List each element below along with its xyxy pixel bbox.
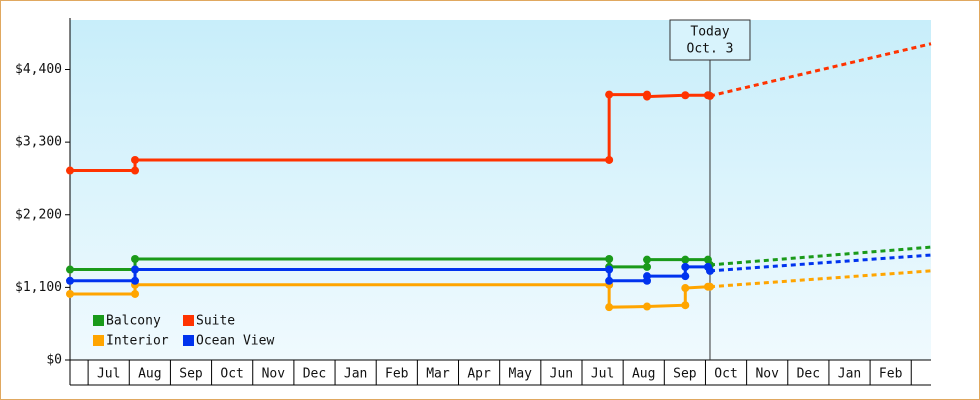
- point: [643, 262, 652, 271]
- point: [605, 265, 614, 274]
- legend-swatch: [183, 335, 194, 346]
- legend-swatch: [183, 315, 194, 326]
- x-tick-label: Jul: [591, 367, 614, 382]
- plot-area: [70, 20, 931, 360]
- point: [66, 289, 74, 298]
- x-tick-label: Sep: [179, 367, 203, 382]
- x-tick-label: Jan: [838, 367, 861, 382]
- today-box: [669, 19, 751, 61]
- point: [605, 90, 614, 99]
- x-tick-label: Nov: [262, 367, 286, 382]
- point: [643, 272, 652, 281]
- point: [643, 255, 652, 264]
- y-tick-label: $0: [46, 353, 62, 368]
- point: [66, 166, 74, 175]
- x-tick-label: Oct: [220, 367, 243, 382]
- point: [643, 302, 652, 311]
- point: [66, 276, 74, 285]
- point: [131, 254, 140, 263]
- point: [131, 289, 140, 298]
- point: [605, 155, 614, 164]
- point: [131, 166, 140, 175]
- legend-label: Interior: [106, 334, 169, 349]
- x-tick-label: Dec: [797, 367, 820, 382]
- x-tick-label: Feb: [879, 367, 903, 382]
- point: [705, 266, 714, 275]
- x-tick-label: Mar: [426, 367, 450, 382]
- x-tick-label: May: [509, 367, 533, 382]
- x-tick-label: Oct: [714, 367, 737, 382]
- y-tick-label: $3,300: [15, 135, 62, 150]
- point: [605, 276, 614, 285]
- x-tick-label: Aug: [632, 367, 655, 382]
- point: [681, 91, 690, 100]
- x-tick-label: Jan: [344, 367, 367, 382]
- legend-swatch: [93, 315, 104, 326]
- series-line: [70, 283, 710, 309]
- y-tick-label: $4,400: [15, 62, 62, 77]
- x-tick-label: Dec: [303, 367, 326, 382]
- projection-line: [709, 245, 932, 267]
- legend-label: Ocean View: [196, 334, 274, 349]
- point: [605, 254, 614, 263]
- point: [705, 91, 714, 100]
- today-label: Today: [690, 25, 729, 40]
- projection-line: [709, 253, 932, 273]
- y-tick-label: $1,100: [15, 280, 62, 295]
- y-tick-label: $2,200: [15, 207, 62, 222]
- point: [681, 301, 690, 310]
- point: [131, 265, 140, 274]
- point: [705, 282, 714, 291]
- x-tick-label: Jun: [550, 367, 573, 382]
- point: [131, 276, 140, 285]
- today-label: Oct. 3: [687, 42, 734, 57]
- point: [681, 272, 690, 281]
- x-tick-label: Jul: [97, 367, 120, 382]
- x-tick-label: Sep: [673, 367, 697, 382]
- x-tick-label: Apr: [467, 367, 491, 382]
- point: [131, 155, 140, 164]
- series-line: [70, 93, 711, 173]
- point: [681, 284, 690, 293]
- point: [681, 255, 690, 264]
- point: [605, 303, 614, 312]
- x-tick-label: Aug: [138, 367, 161, 382]
- projection-line: [709, 269, 932, 289]
- legend-label: Balcony: [106, 314, 161, 329]
- point: [681, 262, 690, 271]
- legend-swatch: [93, 335, 104, 346]
- projection-line: [709, 42, 932, 98]
- series-line: [70, 257, 712, 272]
- x-tick-label: Nov: [755, 367, 779, 382]
- legend-label: Suite: [196, 314, 235, 329]
- x-tick-label: Feb: [385, 367, 409, 382]
- point: [643, 92, 652, 101]
- point: [66, 265, 74, 274]
